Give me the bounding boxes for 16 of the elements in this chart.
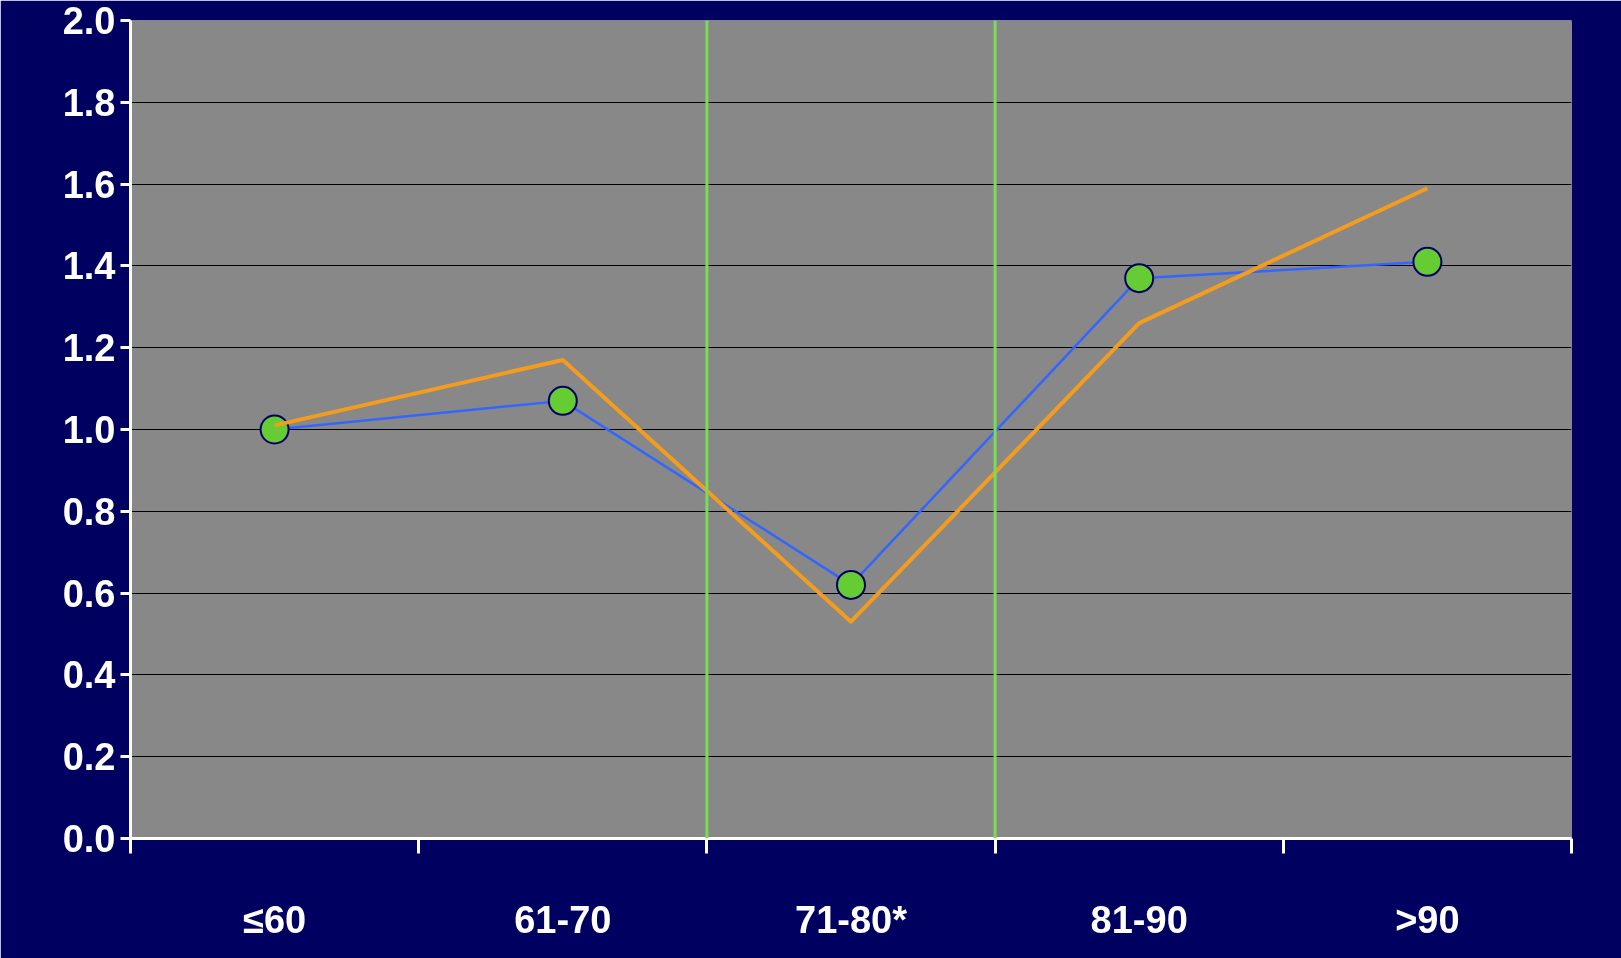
y-tick-label: 1.0 — [62, 409, 116, 451]
x-tick-label: >90 — [1395, 898, 1460, 941]
y-tick-label: 2.0 — [62, 0, 116, 42]
y-tick-label: 1.2 — [62, 327, 116, 370]
y-tick-label: 1.8 — [62, 81, 116, 124]
y-tick-label: 0.2 — [62, 736, 116, 779]
y-tick-label: 0.0 — [62, 818, 116, 860]
y-tick-label: 0.6 — [62, 572, 116, 615]
y-tick-label: 1.4 — [62, 245, 116, 288]
x-tick-label: 61-70 — [514, 898, 612, 941]
x-tick-label: 81-90 — [1090, 898, 1188, 941]
y-tick-label: 0.4 — [62, 654, 116, 697]
y-tick-label: 1.6 — [62, 163, 116, 206]
x-tick-label: ≤60 — [243, 898, 307, 941]
y-tick-label: 0.8 — [62, 490, 116, 533]
x-tick-label: 71-80* — [795, 898, 908, 941]
